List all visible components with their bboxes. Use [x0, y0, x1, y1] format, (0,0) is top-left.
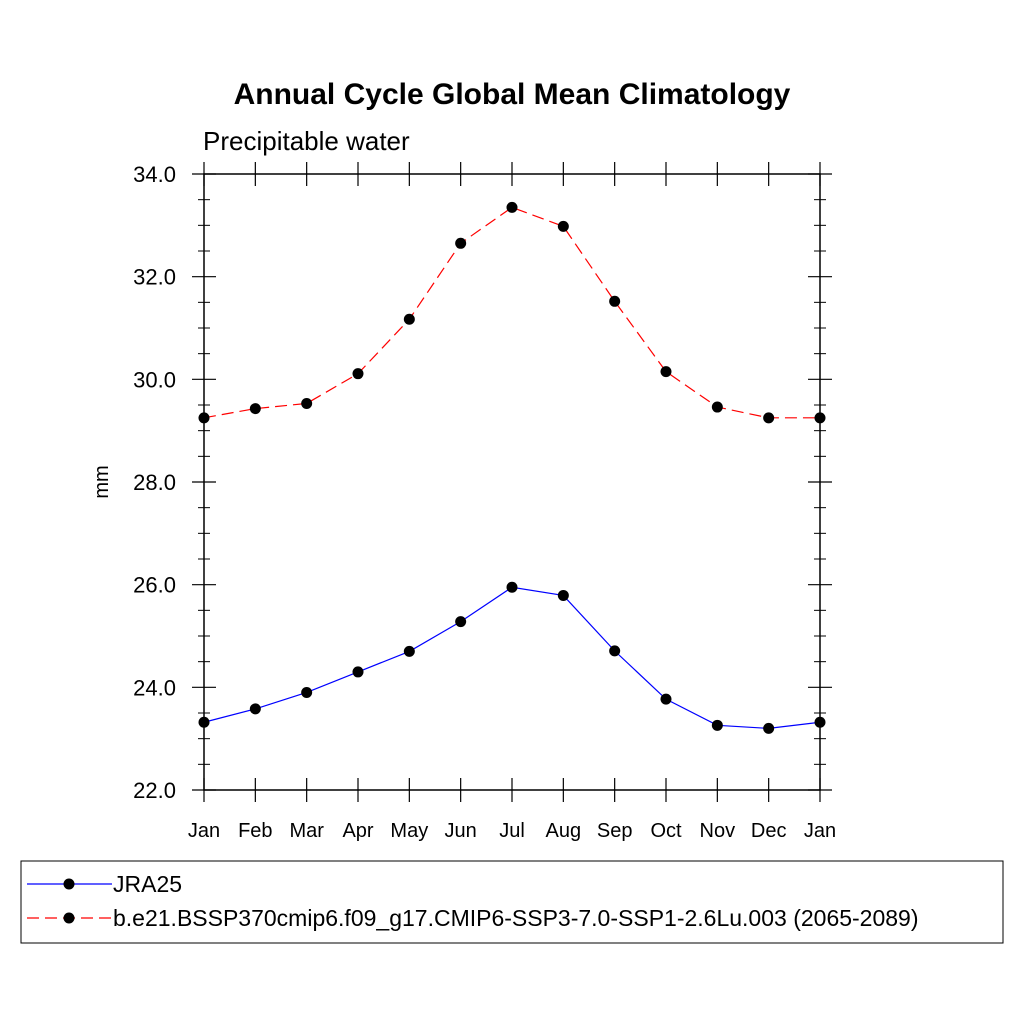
- x-tick-label: Dec: [751, 820, 787, 842]
- series-1-point: [198, 412, 210, 424]
- series-0-point: [506, 581, 518, 593]
- series-line-0: [203, 586, 821, 730]
- y-tick-label: 22.0: [133, 778, 176, 803]
- series-1-point: [301, 397, 313, 409]
- series-1-point: [403, 313, 415, 325]
- x-tick-label: Apr: [342, 820, 373, 842]
- x-tick-label: Sep: [597, 820, 633, 842]
- series-1-point: [609, 295, 621, 307]
- series-0-point: [352, 666, 364, 678]
- series-layer: [198, 201, 826, 734]
- y-tick-labels: 22.0 24.0 26.0 28.0 30.0 32.0 34.0: [133, 162, 176, 803]
- series-0-point: [455, 616, 467, 628]
- chart-subtitle: Precipitable water: [203, 126, 410, 156]
- series-0-point: [301, 686, 313, 698]
- y-tick-label: 30.0: [133, 367, 176, 392]
- series-1-point: [352, 368, 364, 380]
- x-tick-labels: Jan Feb Mar Apr May Jun Jul Aug Sep Oct Nov Dec Jan: [188, 820, 836, 842]
- y-tick-label: 24.0: [133, 675, 176, 700]
- series-0-point: [660, 693, 672, 705]
- series-0-point: [609, 645, 621, 657]
- series-1-point: [814, 412, 826, 424]
- series-0-point: [814, 716, 826, 728]
- legend-label-0: JRA25: [113, 871, 182, 897]
- series-0-point: [711, 719, 723, 731]
- x-tick-label: Jun: [445, 820, 477, 842]
- x-tick-label: Jul: [499, 820, 525, 842]
- x-tick-label: Oct: [650, 820, 682, 842]
- series-1-point: [506, 201, 518, 213]
- series-0-point: [403, 645, 415, 657]
- chart-title: Annual Cycle Global Mean Climatology: [234, 78, 791, 111]
- axis-ticks: [192, 162, 832, 802]
- series-1-point: [660, 366, 672, 378]
- series-1-point: [763, 412, 775, 424]
- legend-box: [20, 860, 1004, 944]
- legend-marker-1: [63, 912, 75, 924]
- series-0-point: [198, 716, 210, 728]
- y-axis-label: mm: [91, 465, 113, 498]
- y-tick-label: 34.0: [133, 162, 176, 187]
- series-line-1: [203, 206, 820, 419]
- y-tick-label: 28.0: [133, 470, 176, 495]
- series-0-point: [557, 589, 569, 601]
- x-tick-label: May: [390, 820, 428, 842]
- x-tick-label: Feb: [238, 820, 272, 842]
- series-1-point: [557, 220, 569, 232]
- x-tick-label: Jan: [188, 820, 220, 842]
- y-tick-label: 26.0: [133, 573, 176, 598]
- legend: JRA25 b.e21.BSSP370cmip6.f09_g17.CMIP6-SS…: [27, 871, 919, 931]
- series-1-point: [455, 237, 467, 249]
- x-tick-label: Nov: [700, 820, 736, 842]
- x-tick-label: Mar: [289, 820, 324, 842]
- x-tick-label: Aug: [546, 820, 582, 842]
- series-1-point: [249, 403, 261, 415]
- legend-marker-0: [63, 878, 75, 890]
- plot-frame: [203, 173, 821, 791]
- y-tick-label: 32.0: [133, 265, 176, 290]
- series-0-point: [249, 703, 261, 715]
- x-tick-label: Jan: [804, 820, 836, 842]
- series-1-point: [711, 401, 723, 413]
- series-0-point: [763, 722, 775, 734]
- legend-label-1: b.e21.BSSP370cmip6.f09_g17.CMIP6-SSP3-7.…: [113, 905, 919, 931]
